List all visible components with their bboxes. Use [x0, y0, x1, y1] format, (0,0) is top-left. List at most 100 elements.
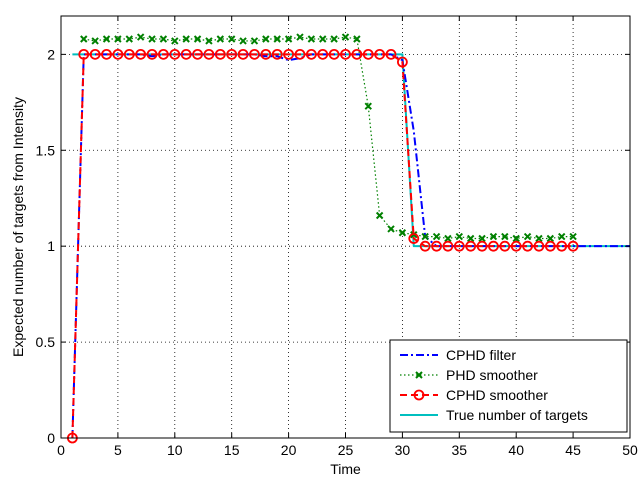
legend-entry-cphd-filter: CPHD filter	[400, 347, 516, 363]
x-tick-label: 35	[452, 442, 468, 458]
data-point-phd-smoother	[375, 211, 384, 220]
legend-label-true-number-of-targets: True number of targets	[446, 407, 588, 423]
x-marker-stroke	[478, 234, 486, 243]
x-axis-ticks: 0 5 10 15 20 25 30 35 40 45 50	[57, 16, 638, 458]
y-tick-label: 1	[47, 238, 55, 254]
y-tick-label: 0	[47, 430, 55, 446]
x-marker-stroke	[171, 37, 179, 45]
data-point-phd-smoother	[546, 234, 555, 243]
data-point-phd-smoother	[569, 232, 577, 241]
data-point-cphd-smoother	[283, 48, 295, 60]
data-point-cphd-smoother	[340, 48, 351, 60]
data-point-cphd-smoother	[465, 240, 477, 252]
x-marker-stroke	[415, 371, 423, 379]
data-point-cphd-smoother	[180, 48, 192, 60]
data-point-phd-smoother	[250, 37, 259, 45]
legend-entry-true-number-of-targets: True number of targets	[400, 407, 588, 423]
x-marker-stroke	[114, 35, 122, 43]
x-axis-label: Time	[330, 461, 361, 477]
x-marker-stroke	[205, 37, 213, 45]
x-marker-stroke	[341, 33, 350, 41]
data-point-phd-smoother	[148, 35, 156, 43]
data-point-phd-smoother	[216, 35, 225, 43]
data-point-phd-smoother	[239, 37, 247, 45]
data-point-cphd-smoother	[271, 48, 283, 60]
data-point-phd-smoother	[432, 232, 441, 241]
data-point-phd-smoother	[330, 35, 338, 43]
data-point-cphd-smoother	[396, 56, 408, 68]
x-tick-label: 40	[508, 442, 524, 458]
data-point-phd-smoother	[159, 35, 168, 43]
data-point-phd-smoother	[421, 232, 429, 241]
x-marker-stroke	[455, 232, 464, 241]
x-marker-stroke	[80, 35, 88, 43]
x-tick-label: 45	[565, 442, 581, 458]
data-point-cphd-smoother	[203, 48, 215, 60]
data-point-cphd-smoother	[510, 240, 522, 252]
series-cphd-smoother	[66, 48, 579, 444]
data-point-phd-smoother	[535, 234, 543, 243]
data-point-cphd-smoother	[567, 240, 579, 252]
series-line-phd-smoother	[83, 36, 574, 240]
data-point-phd-smoother	[398, 229, 407, 237]
x-marker-stroke	[398, 229, 407, 237]
data-point-phd-smoother	[353, 35, 361, 43]
x-marker-stroke	[307, 35, 316, 43]
x-marker-stroke	[102, 35, 111, 43]
x-marker-stroke	[444, 234, 452, 243]
data-point-cphd-smoother	[112, 48, 124, 60]
data-point-cphd-smoother	[385, 48, 397, 60]
x-tick-label: 30	[395, 442, 411, 458]
x-tick-label: 50	[622, 442, 638, 458]
x-marker-stroke	[239, 37, 247, 45]
data-point-cphd-smoother	[169, 48, 181, 60]
data-point-phd-smoother	[455, 232, 464, 241]
data-point-phd-smoother	[387, 225, 395, 233]
x-marker-stroke	[193, 35, 202, 43]
x-tick-label: 25	[338, 442, 354, 458]
x-marker-stroke	[296, 33, 304, 41]
data-point-cphd-smoother	[123, 48, 135, 60]
data-point-phd-smoother	[284, 35, 293, 43]
legend-label-cphd-filter: CPHD filter	[446, 347, 516, 363]
legend-entry-phd-smoother: PHD smoother	[400, 367, 538, 383]
y-axis-label: Expected number of targets from Intensit…	[10, 97, 26, 357]
y-tick-label: 1.5	[36, 142, 56, 158]
data-point-phd-smoother	[193, 35, 202, 43]
x-marker-stroke	[512, 234, 520, 243]
data-point-cphd-smoother	[544, 240, 556, 252]
x-marker-stroke	[250, 37, 259, 45]
x-marker-stroke	[159, 35, 168, 43]
data-point-cphd-smoother	[499, 240, 511, 252]
data-point-phd-smoother	[227, 35, 236, 43]
x-marker-stroke	[535, 234, 543, 243]
data-point-phd-smoother	[478, 234, 486, 243]
legend-label-phd-smoother: PHD smoother	[446, 367, 538, 383]
data-point-cphd-smoother	[522, 240, 533, 252]
data-point-phd-smoother	[171, 37, 179, 45]
data-point-cphd-smoother	[408, 233, 420, 244]
legend-box	[389, 339, 628, 433]
data-point-phd-smoother	[296, 33, 304, 41]
data-point-phd-smoother	[182, 35, 190, 43]
data-point-cphd-smoother	[214, 48, 226, 60]
data-point-cphd-smoother	[351, 48, 363, 60]
data-point-phd-smoother	[558, 232, 566, 241]
x-marker-stroke	[182, 35, 190, 43]
x-tick-label: 15	[224, 442, 240, 458]
x-tick-label: 20	[281, 442, 297, 458]
data-point-cphd-smoother	[260, 48, 272, 60]
data-point-phd-smoother	[319, 35, 327, 43]
data-point-phd-smoother	[364, 102, 372, 110]
x-marker-stroke	[523, 232, 532, 241]
series-phd-smoother	[80, 33, 577, 243]
data-point-phd-smoother	[114, 35, 122, 43]
x-marker-stroke	[319, 35, 327, 43]
data-point-cphd-smoother	[442, 240, 454, 252]
x-marker-stroke	[569, 232, 577, 241]
data-point-phd-smoother	[489, 232, 498, 241]
y-tick-label: 0.5	[36, 334, 56, 350]
data-point-cphd-smoother	[237, 48, 249, 60]
data-point-cphd-smoother	[476, 240, 488, 252]
